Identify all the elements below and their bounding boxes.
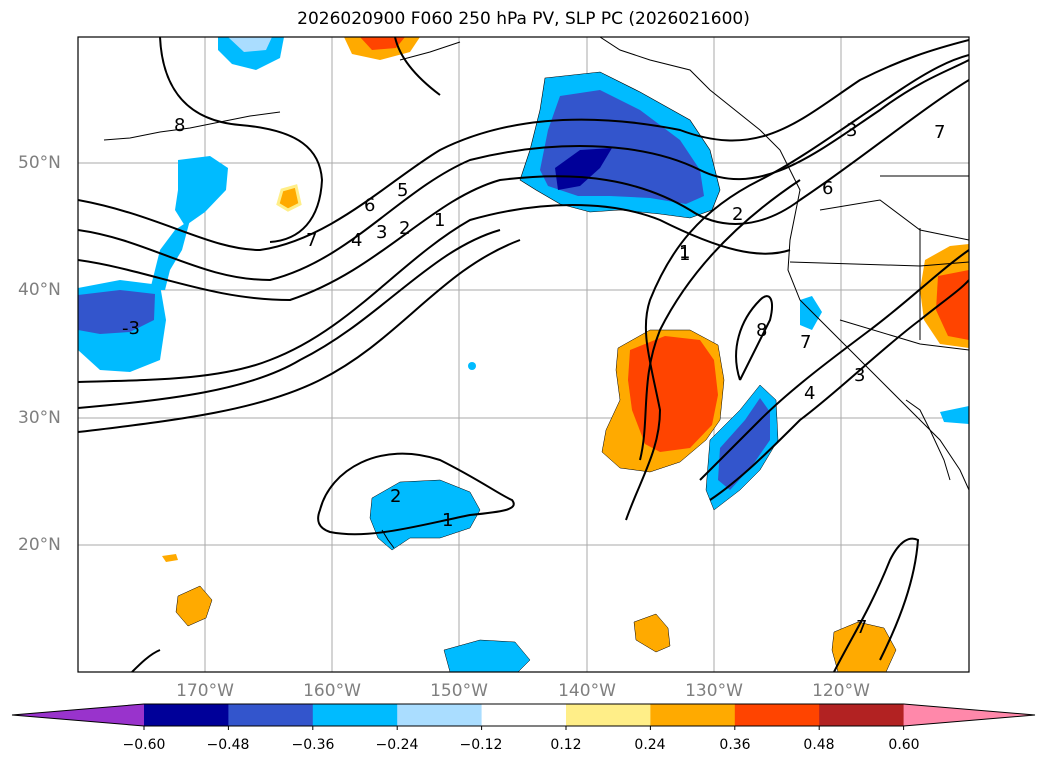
colorbar-tick-label: −0.24 xyxy=(375,737,419,753)
colorbar-tick-label: −0.48 xyxy=(206,737,250,753)
colorbar-tick-label: −0.36 xyxy=(291,737,335,753)
contour-label: 6 xyxy=(364,195,376,216)
colorbar xyxy=(11,703,1036,730)
colorbar-segment xyxy=(650,704,736,726)
lat-label-30n: 30°N xyxy=(18,408,61,428)
contour-label: 1 xyxy=(442,510,454,531)
contour-label: 1 xyxy=(679,242,691,263)
pv-negative-anomaly-northpacific xyxy=(519,71,721,219)
lat-label-50n: 50°N xyxy=(18,153,61,173)
colorbar-segment xyxy=(228,704,314,726)
colorbar-extend-low xyxy=(12,704,144,726)
contour-label: 7 xyxy=(306,230,318,251)
contour-label: 4 xyxy=(351,230,363,251)
contour-label: 6 xyxy=(822,178,834,199)
colorbar-tick-label: 0.12 xyxy=(550,737,582,753)
colorbar-tick-label: −0.12 xyxy=(459,737,503,753)
pv-negative-anomaly-top xyxy=(218,37,284,70)
colorbar-segment xyxy=(566,704,651,726)
contour-label: 7 xyxy=(934,122,946,143)
lon-label-170w: 170°W xyxy=(176,681,234,701)
colorbar-segment xyxy=(312,704,398,726)
contour-label: 8 xyxy=(756,320,768,341)
colorbar-extend-high xyxy=(903,704,1035,726)
colorbar-segment xyxy=(819,704,905,726)
coastlines xyxy=(103,37,969,549)
contour-label: 5 xyxy=(397,180,409,201)
colorbar-tick-label: 0.36 xyxy=(719,737,751,753)
lat-label-40n: 40°N xyxy=(18,280,61,300)
contour-label: 1 xyxy=(679,244,691,265)
colorbar-tick-label: −0.60 xyxy=(122,737,166,753)
graticule xyxy=(78,37,969,672)
colorbar-tick-label: 0.48 xyxy=(803,737,835,753)
contour-label: 3 xyxy=(376,222,388,243)
contour-label: -3 xyxy=(122,318,140,339)
contour-label: 7 xyxy=(800,332,812,353)
lat-label-20n: 20°N xyxy=(18,535,61,555)
contour-label: 3 xyxy=(846,120,858,141)
pv-positive-anomaly-central xyxy=(601,329,725,473)
colorbar-tick-label: 0.60 xyxy=(888,737,920,753)
contour-label: 7 xyxy=(856,617,868,638)
contour-label: 1 xyxy=(434,210,446,231)
contour-label: 2 xyxy=(399,218,411,239)
contour-label: 3 xyxy=(854,365,866,386)
colorbar-segment xyxy=(144,704,229,726)
contour-label: 8 xyxy=(174,115,186,136)
lon-label-160w: 160°W xyxy=(303,681,361,701)
colorbar-segment xyxy=(397,704,483,726)
colorbar-segment xyxy=(734,704,820,726)
lon-label-150w: 150°W xyxy=(430,681,488,701)
pv-negative-anomaly-west xyxy=(78,156,228,372)
contour-label: 4 xyxy=(804,383,816,404)
lon-label-140w: 140°W xyxy=(558,681,616,701)
pv-negative-anomaly-subtropics xyxy=(369,296,969,672)
contour-label: 2 xyxy=(732,204,744,225)
lon-label-120w: 120°W xyxy=(812,681,870,701)
lon-label-130w: 130°W xyxy=(685,681,743,701)
colorbar-tick-label: 0.24 xyxy=(634,737,666,753)
map-title: 2026020900 F060 250 hPa PV, SLP PC (2026… xyxy=(297,9,750,29)
contour-label: 2 xyxy=(390,486,402,507)
map-frame xyxy=(77,36,970,673)
slp-contours xyxy=(78,37,969,672)
colorbar-segment xyxy=(481,704,567,726)
